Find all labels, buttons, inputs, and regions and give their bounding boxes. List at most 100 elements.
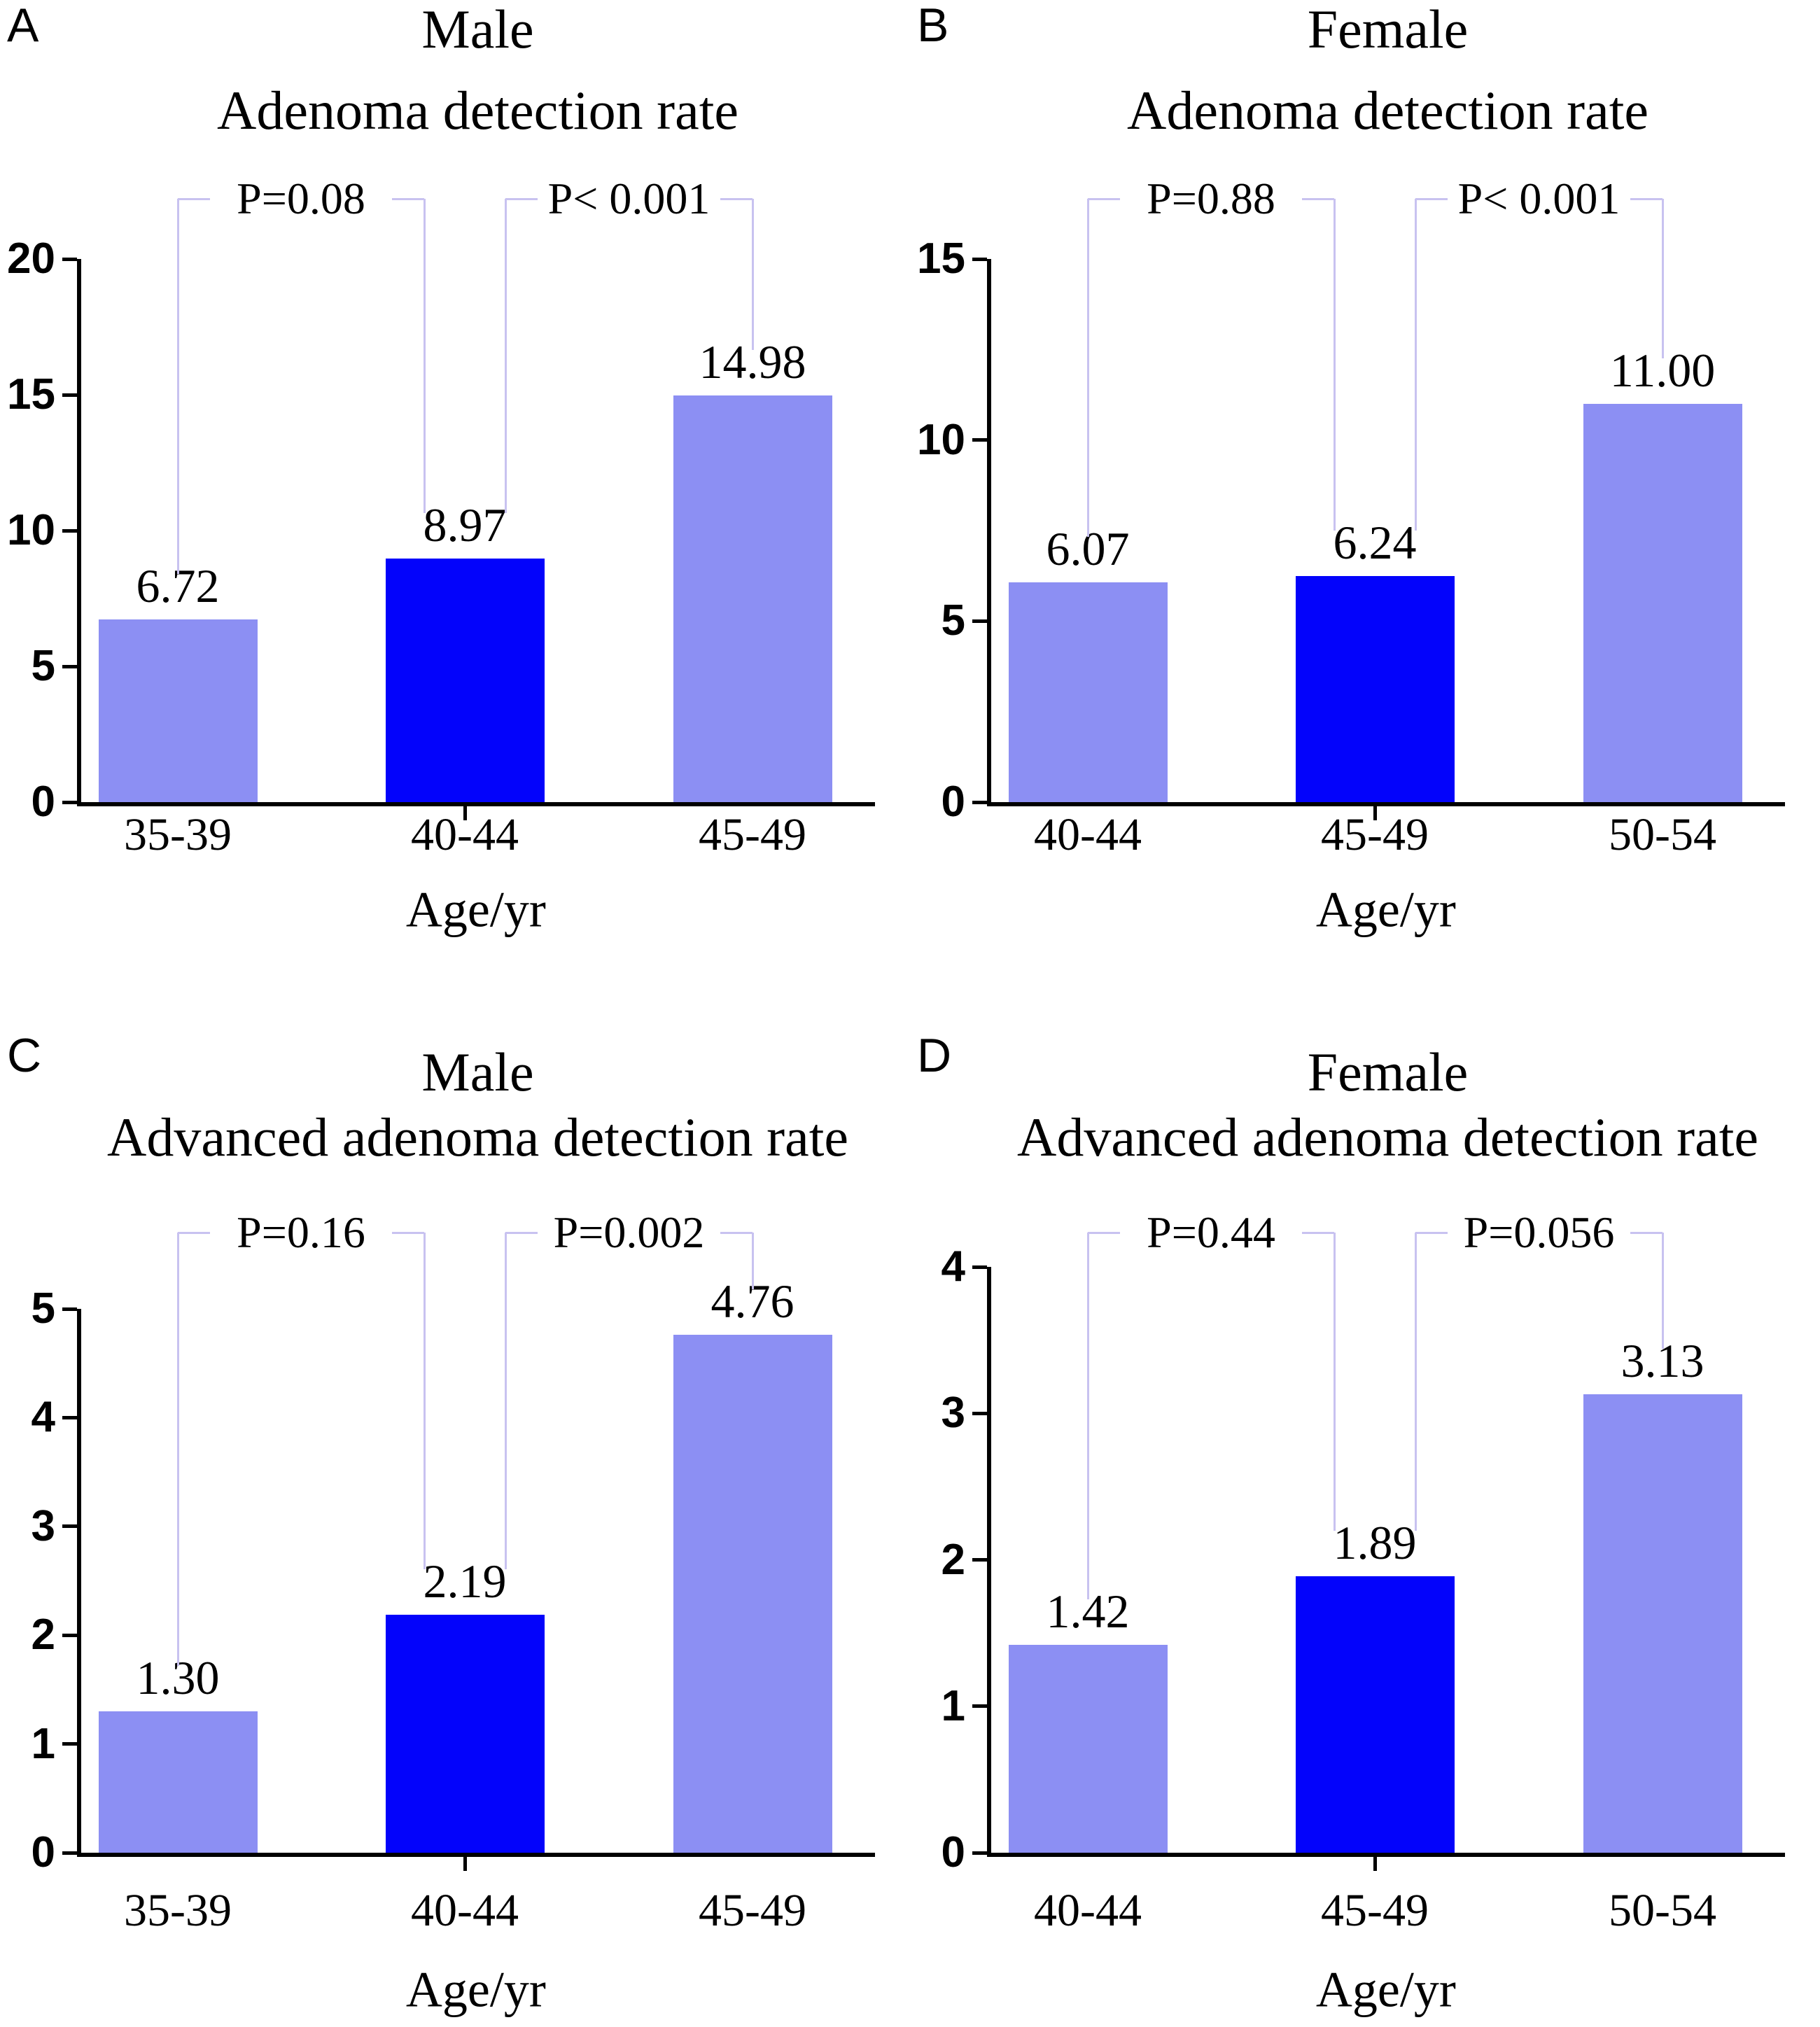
- y-tick: [972, 1265, 987, 1269]
- x-tick-label: 40-44: [411, 1885, 519, 1936]
- x-tick-label: 50-54: [1609, 809, 1716, 860]
- panel-subtitle: Adenoma detection rate: [1127, 80, 1648, 141]
- bar: [98, 1711, 258, 1853]
- x-center-tick: [463, 1857, 467, 1871]
- x-tick-label: 50-54: [1609, 1885, 1716, 1936]
- bracket-right-leg: [1333, 1233, 1336, 1531]
- p-value-label: P=0.002: [553, 1207, 705, 1257]
- bracket-right-leg: [751, 1233, 754, 1290]
- bar-value-label: 1.89: [1333, 1515, 1417, 1569]
- y-tick-label: 5: [941, 596, 965, 645]
- bar: [1008, 582, 1168, 802]
- y-tick: [972, 619, 987, 623]
- bar-value-label: 8.97: [423, 498, 507, 552]
- y-tick-label: 4: [941, 1242, 965, 1291]
- x-axis-title: Age/yr: [405, 1961, 546, 2018]
- bar: [1295, 576, 1455, 802]
- y-tick-label: 10: [7, 506, 55, 554]
- y-tick-label: 20: [7, 234, 55, 283]
- bracket-right-dash: [720, 1231, 752, 1234]
- bar: [673, 395, 832, 802]
- plot-area: 0 5 10 15 20 6.72 35-39 8.97 40-44 14.98 45-49 P=0.…: [0, 0, 910, 1014]
- p-value-label: P=0.08: [237, 174, 365, 223]
- bracket-left-dash: [1088, 1231, 1120, 1234]
- plot-area: 0 1 2 3 4 1.42 40-44 1.89 45-49 3.13 50-54 P=0.44 P=…: [910, 1014, 1820, 2027]
- bracket-right-leg: [423, 199, 426, 513]
- y-axis: [987, 1267, 991, 1853]
- y-tick-label: 0: [941, 778, 965, 826]
- x-axis-title: Age/yr: [1315, 881, 1456, 938]
- panel-subtitle: Advanced adenoma detection rate: [107, 1107, 848, 1167]
- panel-title: Female: [1307, 0, 1469, 59]
- y-tick: [62, 1742, 77, 1746]
- y-tick-label: 3: [31, 1501, 55, 1550]
- x-axis: [77, 802, 875, 806]
- x-tick-label: 45-49: [1321, 809, 1429, 860]
- x-tick-label: 45-49: [699, 809, 806, 860]
- y-tick: [972, 1411, 987, 1415]
- y-tick-label: 15: [7, 370, 55, 419]
- y-tick: [62, 1851, 77, 1855]
- y-tick-label: 2: [31, 1611, 55, 1660]
- y-tick: [62, 1415, 77, 1419]
- panel-letter: A: [7, 0, 39, 52]
- bracket-left-dash: [505, 1231, 538, 1234]
- panel-b: B Female Adenoma detection rate 0 5 10 15 6.…: [910, 0, 1820, 1014]
- x-center-tick: [1373, 806, 1377, 820]
- x-tick-label: 35-39: [124, 809, 232, 860]
- bracket-right-dash: [392, 197, 424, 200]
- bar: [1295, 1576, 1455, 1853]
- bar: [385, 558, 545, 802]
- y-tick-label: 10: [917, 415, 965, 464]
- y-axis: [77, 1309, 81, 1853]
- y-tick: [62, 1524, 77, 1529]
- bracket-right-leg: [751, 199, 754, 350]
- bracket-right-leg: [1661, 1233, 1664, 1349]
- panel-letter: B: [917, 0, 949, 52]
- y-tick: [972, 1704, 987, 1709]
- bracket-right-leg: [1661, 199, 1664, 358]
- panel-title: Female: [1307, 1041, 1469, 1102]
- x-tick-label: 40-44: [411, 809, 519, 860]
- x-tick-label: 45-49: [1321, 1885, 1429, 1936]
- bracket-right-dash: [1302, 1231, 1334, 1234]
- panel-letter: D: [917, 1029, 952, 1082]
- bracket-right-leg: [1333, 199, 1336, 531]
- y-tick: [62, 528, 77, 533]
- bracket-left-leg: [1414, 199, 1417, 531]
- y-tick-label: 1: [31, 1719, 55, 1768]
- y-tick: [62, 664, 77, 668]
- bracket-left-leg: [1086, 199, 1089, 537]
- bracket-left-dash: [505, 197, 538, 200]
- panel-title: Male: [421, 0, 534, 59]
- y-tick: [62, 800, 77, 804]
- plot-area: 0 5 10 15 6.07 40-44 6.24 45-49 11.00 50-54 P=0.88…: [910, 0, 1820, 1014]
- x-center-tick: [1373, 1857, 1377, 1871]
- panel-a: A Male Adenoma detection rate 0 5 10 15 20 6.…: [0, 0, 910, 1014]
- x-center-tick: [463, 806, 467, 820]
- y-axis: [77, 259, 81, 802]
- bracket-left-leg: [504, 199, 507, 513]
- bracket-left-dash: [1415, 1231, 1448, 1234]
- y-tick: [62, 1307, 77, 1311]
- panel-subtitle: Advanced adenoma detection rate: [1017, 1107, 1758, 1167]
- bracket-right-dash: [1630, 1231, 1662, 1234]
- bracket-right-dash: [392, 1231, 424, 1234]
- y-tick: [62, 257, 77, 261]
- bar: [673, 1335, 832, 1853]
- panel-d: D Female Advanced adenoma detection rate…: [910, 1014, 1820, 2027]
- y-tick-label: 2: [941, 1535, 965, 1584]
- x-axis-title: Age/yr: [405, 881, 546, 938]
- bracket-left-dash: [1088, 197, 1120, 200]
- x-tick-label: 35-39: [124, 1885, 232, 1936]
- bracket-right-leg: [423, 1233, 426, 1569]
- bracket-left-dash: [178, 197, 210, 200]
- y-tick: [972, 257, 987, 261]
- y-axis: [987, 259, 991, 802]
- p-value-label: P< 0.001: [547, 174, 710, 223]
- y-tick-label: 3: [941, 1389, 965, 1438]
- bracket-left-leg: [1086, 1233, 1089, 1599]
- bracket-left-leg: [176, 1233, 179, 1666]
- y-tick-label: 5: [31, 642, 55, 690]
- y-tick-label: 1: [941, 1681, 965, 1730]
